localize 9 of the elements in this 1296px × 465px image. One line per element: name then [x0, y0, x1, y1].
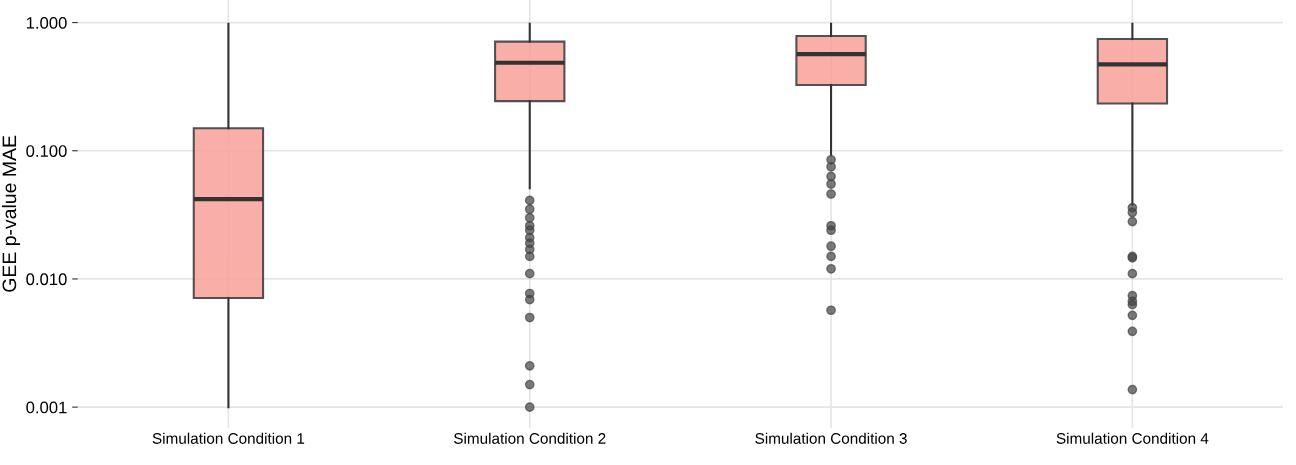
x-tick-label: Simulation Condition 1	[152, 432, 305, 444]
y-axis-title: GEE p-value MAE	[1, 135, 21, 292]
y-tick-label: 0.010	[26, 273, 67, 286]
x-tick-label: Simulation Condition 3	[755, 432, 907, 444]
x-tick-label: Simulation Condition 4	[1056, 432, 1209, 444]
y-tick-label: 0.100	[26, 145, 67, 157]
y-tick-label: 0.001	[26, 401, 67, 414]
y-tick-label: 1.000	[26, 16, 67, 29]
x-tick-label: Simulation Condition 2	[454, 432, 606, 444]
